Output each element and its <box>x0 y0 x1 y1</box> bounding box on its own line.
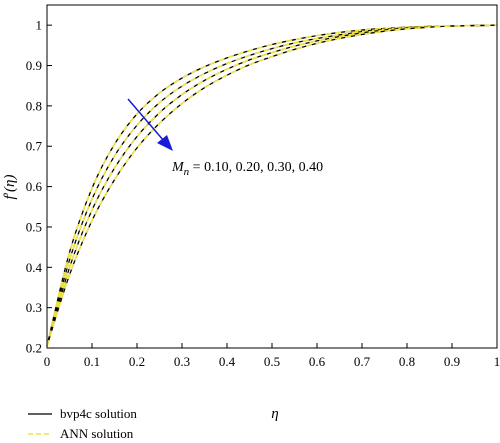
y-tick-label: 0.2 <box>26 341 42 356</box>
y-tick-label: 0.5 <box>26 219 42 234</box>
x-tick-label: 0.9 <box>444 354 460 369</box>
legend: bvp4c solution ANN solution <box>28 406 137 441</box>
x-tick-label: 0.5 <box>264 354 280 369</box>
annotation-symbol: M <box>171 160 185 175</box>
y-tick-label: 0.3 <box>26 300 42 315</box>
bvp4c-line-3 <box>46 24 498 347</box>
ann-line-1 <box>46 24 498 347</box>
y-tick-label: 0.6 <box>26 179 43 194</box>
y-axis-label: f′(η) <box>2 175 18 200</box>
annotation-values: = 0.10, 0.20, 0.30, 0.40 <box>189 160 323 175</box>
bvp4c-line-2 <box>46 24 498 347</box>
legend-label-bvp4c: bvp4c solution <box>60 406 137 421</box>
y-tick-label: 0.9 <box>26 58 42 73</box>
ticks-layer: 0 0.1 0.2 0.3 0.4 0.5 0.6 0.7 0.8 0.9 1 0.2 0.3 0.4 0.… <box>26 18 500 369</box>
y-tick-label: 0.4 <box>26 260 43 275</box>
trend-arrow <box>127 98 173 151</box>
ann-line-2 <box>46 24 498 347</box>
trend-arrow-line <box>127 98 165 142</box>
x-tick-label: 1 <box>494 354 500 369</box>
y-tick-label: 0.7 <box>26 139 43 154</box>
ann-line-3 <box>46 24 498 347</box>
x-tick-label: 0.1 <box>84 354 100 369</box>
curves-layer <box>46 24 498 347</box>
y-tick-label: 1 <box>36 18 43 33</box>
bvp4c-line-4 <box>46 24 498 347</box>
x-tick-label: 0.4 <box>219 354 236 369</box>
parameter-annotation: Mn = 0.10, 0.20, 0.30, 0.40 <box>171 160 323 178</box>
x-tick-label: 0.7 <box>354 354 371 369</box>
trend-arrow-head <box>157 135 173 151</box>
x-axis-label: η <box>271 406 278 422</box>
y-tick-label: 0.8 <box>26 98 42 113</box>
x-tick-label: 0.6 <box>309 354 326 369</box>
x-tick-label: 0.2 <box>129 354 145 369</box>
ann-line-4 <box>46 24 498 347</box>
annotation-subscript: n <box>184 166 190 178</box>
x-tick-label: 0.3 <box>174 354 190 369</box>
legend-label-ann: ANN solution <box>60 426 134 441</box>
bvp4c-line-1 <box>46 24 498 347</box>
x-tick-label: 0 <box>44 354 51 369</box>
x-tick-label: 0.8 <box>399 354 415 369</box>
